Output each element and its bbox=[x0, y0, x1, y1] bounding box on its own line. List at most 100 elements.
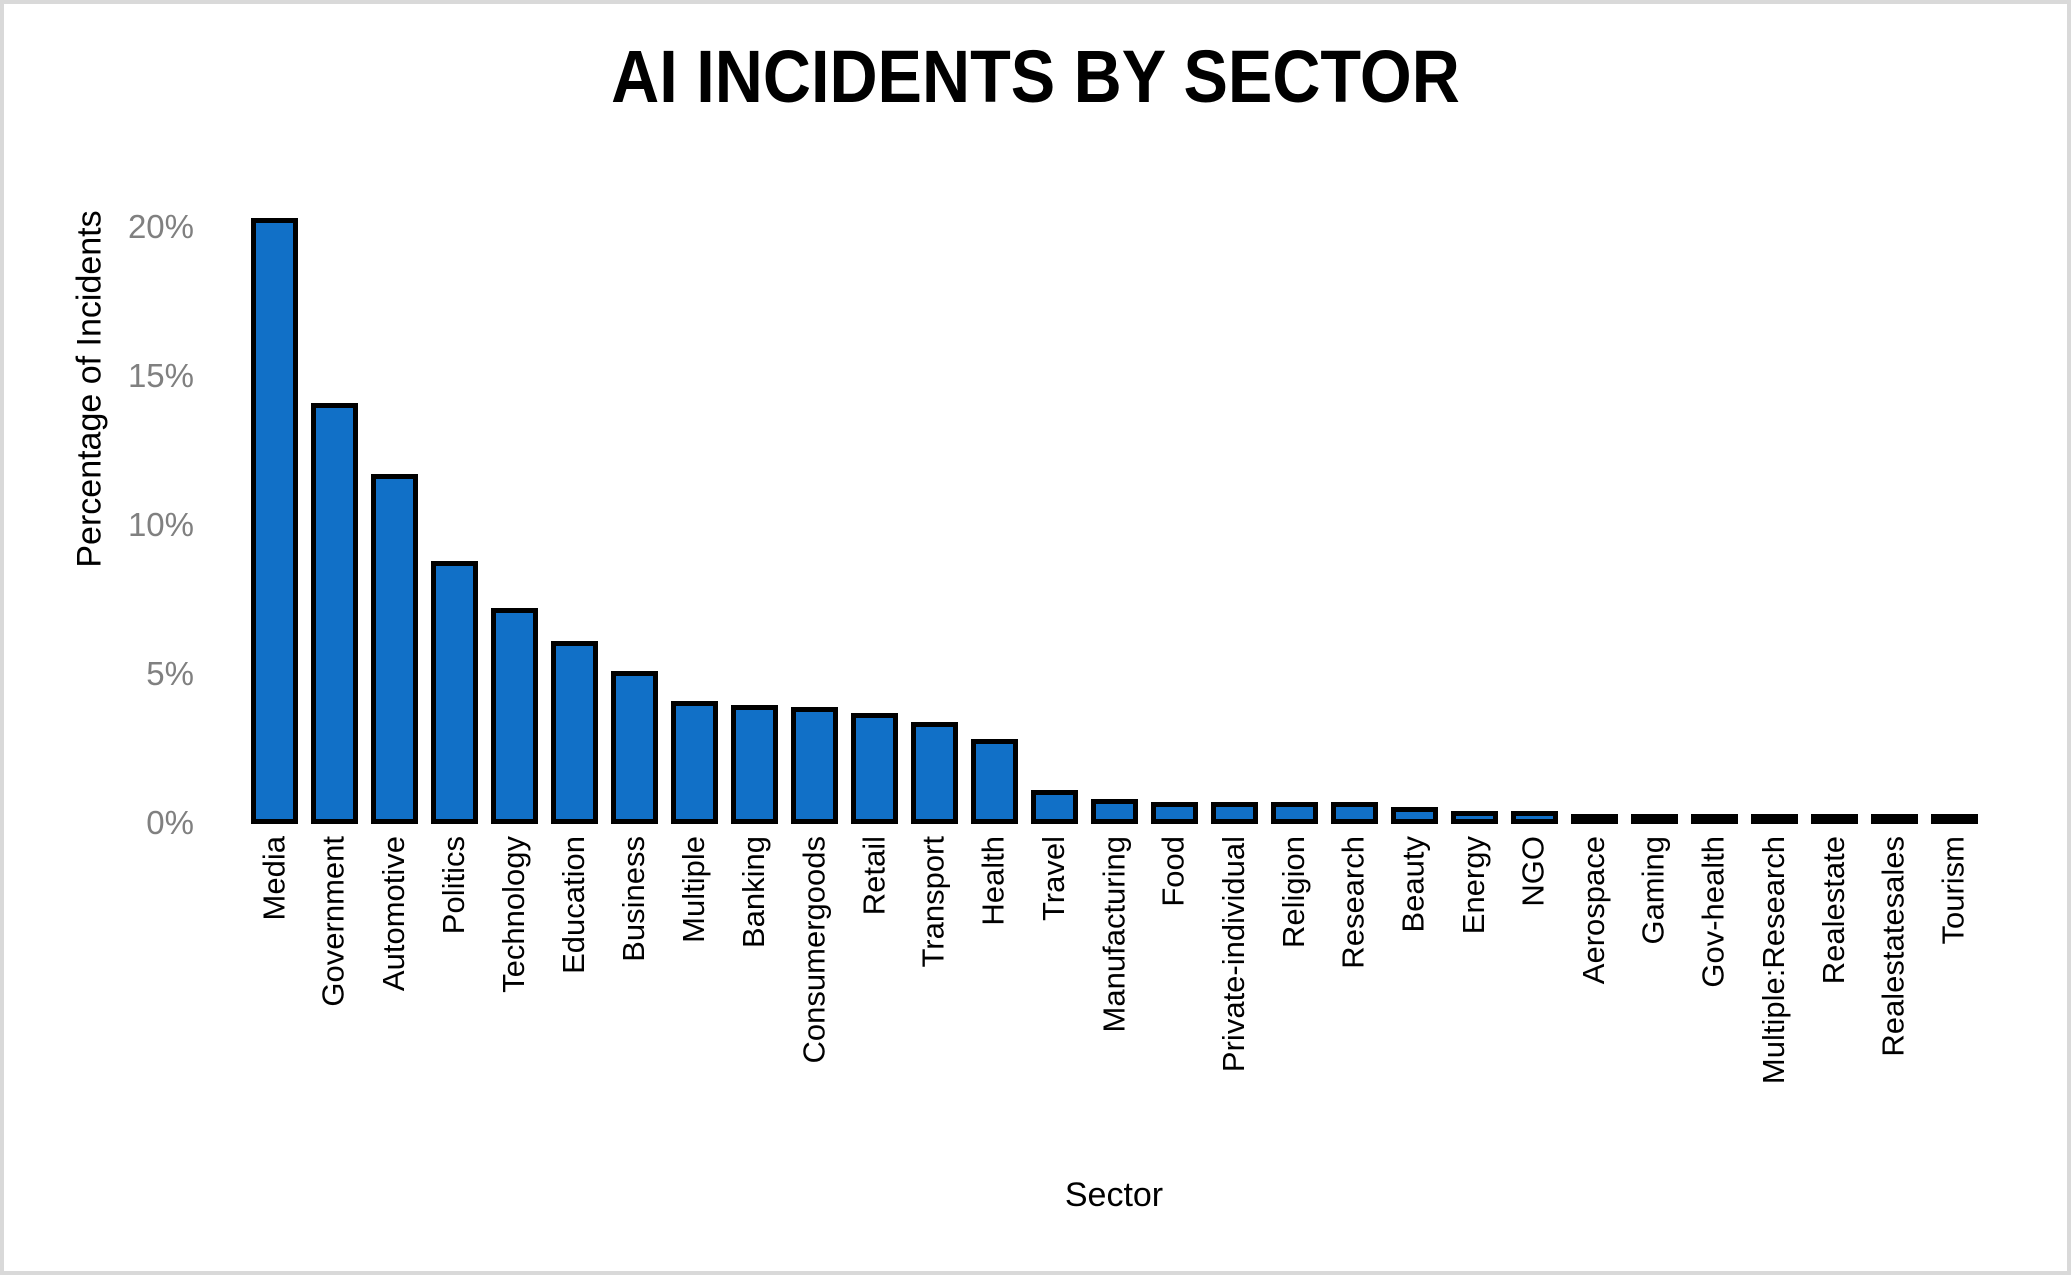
bar bbox=[370, 474, 418, 824]
x-category-label: Manufacturing bbox=[1096, 836, 1131, 1033]
bar-slot bbox=[1144, 4, 1204, 824]
x-axis-labels: Media Government Automotive Politics Technol… bbox=[244, 836, 1984, 1196]
x-category-label: Banking bbox=[736, 836, 771, 949]
x-label-slot: Manufacturing bbox=[1084, 836, 1144, 1196]
x-label-slot: Beauty bbox=[1384, 836, 1444, 1196]
x-category-label: Media bbox=[256, 836, 291, 921]
bar bbox=[1870, 814, 1918, 824]
bar-slot bbox=[544, 4, 604, 824]
bar-slot bbox=[1324, 4, 1384, 824]
bar bbox=[1570, 814, 1618, 824]
bar-slot bbox=[1864, 4, 1924, 824]
x-category-label: Gaming bbox=[1636, 836, 1671, 945]
bar-slot bbox=[1924, 4, 1984, 824]
bar-slot bbox=[1024, 4, 1084, 824]
x-category-label: Private-individual bbox=[1216, 836, 1251, 1073]
bar bbox=[850, 713, 898, 824]
chart-title: AI INCIDENTS BY SECTOR bbox=[4, 34, 2067, 119]
x-label-slot: Automotive bbox=[364, 836, 424, 1196]
x-label-slot: Education bbox=[544, 836, 604, 1196]
x-label-slot: Energy bbox=[1444, 836, 1504, 1196]
x-category-label: Multiple:Research bbox=[1756, 836, 1791, 1085]
bar bbox=[1270, 802, 1318, 824]
plot-area bbox=[244, 4, 1984, 824]
x-category-label: Health bbox=[976, 836, 1011, 926]
bar bbox=[310, 403, 358, 824]
x-category-label: Realestatesales bbox=[1876, 836, 1911, 1057]
x-label-slot: Travel bbox=[1024, 836, 1084, 1196]
x-category-label: Travel bbox=[1036, 836, 1071, 921]
x-category-label: Consumergoods bbox=[796, 836, 831, 1064]
x-category-label: Technology bbox=[496, 836, 531, 993]
x-label-slot: Transport bbox=[904, 836, 964, 1196]
bar bbox=[1930, 814, 1978, 824]
x-category-label: Realestate bbox=[1816, 836, 1851, 985]
bar bbox=[790, 707, 838, 824]
x-label-slot: Banking bbox=[724, 836, 784, 1196]
x-label-slot: Consumergoods bbox=[784, 836, 844, 1196]
bar bbox=[1510, 811, 1558, 824]
bar-slot bbox=[1564, 4, 1624, 824]
x-category-label: Gov-health bbox=[1696, 836, 1731, 988]
x-category-label: Research bbox=[1336, 836, 1371, 969]
x-label-slot: Private-individual bbox=[1204, 836, 1264, 1196]
bar-slot bbox=[1504, 4, 1564, 824]
bar-slot bbox=[1804, 4, 1864, 824]
x-category-label: Aerospace bbox=[1576, 836, 1611, 985]
bar bbox=[1330, 802, 1378, 824]
bar bbox=[1150, 802, 1198, 824]
x-label-slot: Technology bbox=[484, 836, 544, 1196]
x-category-label: Automotive bbox=[376, 836, 411, 992]
x-category-label: Food bbox=[1156, 836, 1191, 907]
bar bbox=[1690, 814, 1738, 824]
x-label-slot: Gov-health bbox=[1684, 836, 1744, 1196]
bar-slot bbox=[964, 4, 1024, 824]
bar-slot bbox=[244, 4, 304, 824]
bar-slot bbox=[1444, 4, 1504, 824]
x-label-slot: Business bbox=[604, 836, 664, 1196]
bar-slot bbox=[484, 4, 544, 824]
bar bbox=[250, 218, 298, 824]
y-tick-label: 5% bbox=[146, 654, 194, 692]
x-category-label: Transport bbox=[916, 836, 951, 968]
x-category-label: Retail bbox=[856, 836, 891, 916]
bar bbox=[610, 671, 658, 824]
bar-slot bbox=[1684, 4, 1744, 824]
x-label-slot: Media bbox=[244, 836, 304, 1196]
bar-slot bbox=[604, 4, 664, 824]
bar bbox=[1810, 814, 1858, 824]
x-category-label: Tourism bbox=[1936, 836, 1971, 945]
bar-slot bbox=[304, 4, 364, 824]
y-tick-label: 0% bbox=[146, 804, 194, 841]
bar bbox=[1450, 811, 1498, 824]
x-label-slot: Religion bbox=[1264, 836, 1324, 1196]
bar-slot bbox=[784, 4, 844, 824]
bar bbox=[430, 561, 478, 824]
bar-slot bbox=[1624, 4, 1684, 824]
bar bbox=[1750, 814, 1798, 824]
bar bbox=[730, 705, 778, 824]
x-label-slot: Realestatesales bbox=[1864, 836, 1924, 1196]
bar-slot bbox=[364, 4, 424, 824]
x-label-slot: Gaming bbox=[1624, 836, 1684, 1196]
x-label-slot: Tourism bbox=[1924, 836, 1984, 1196]
x-label-slot: NGO bbox=[1504, 836, 1564, 1196]
bar-slot bbox=[664, 4, 724, 824]
x-label-slot: Realestate bbox=[1804, 836, 1864, 1196]
bar bbox=[1390, 807, 1438, 824]
bar bbox=[1030, 790, 1078, 824]
x-category-label: Energy bbox=[1456, 836, 1491, 935]
x-label-slot: Multiple:Research bbox=[1744, 836, 1804, 1196]
x-category-label: Business bbox=[616, 836, 651, 962]
x-category-label: Education bbox=[556, 836, 591, 974]
x-label-slot: Health bbox=[964, 836, 1024, 1196]
bar-slot bbox=[1384, 4, 1444, 824]
bar bbox=[490, 608, 538, 824]
x-label-slot: Retail bbox=[844, 836, 904, 1196]
bar bbox=[550, 641, 598, 824]
bar bbox=[1090, 799, 1138, 824]
bar-slot bbox=[1204, 4, 1264, 824]
x-label-slot: Food bbox=[1144, 836, 1204, 1196]
x-label-slot: Research bbox=[1324, 836, 1384, 1196]
